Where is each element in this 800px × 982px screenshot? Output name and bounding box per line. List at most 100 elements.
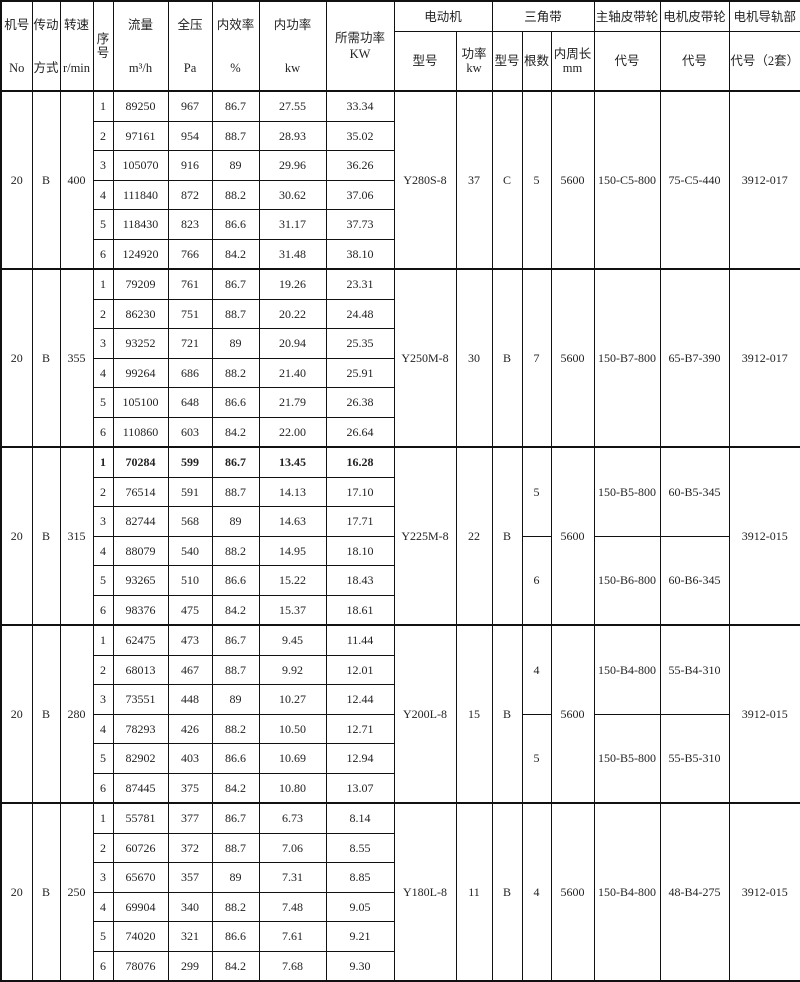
flow-cell: 60726 xyxy=(112,832,169,863)
required-power-cell: 8.55 xyxy=(325,832,395,863)
efficiency-cell: 84.2 xyxy=(211,238,260,270)
motor-pulley-cell: 60-B6-345 xyxy=(659,535,730,626)
required-power-cell: 12.71 xyxy=(325,713,395,744)
internal-power-cell: 15.37 xyxy=(258,594,327,626)
efficiency-cell: 86.6 xyxy=(211,387,260,418)
seq-cell: 3 xyxy=(92,506,114,537)
machine-no-cell: 20 xyxy=(0,90,33,270)
efficiency-cell: 88.7 xyxy=(211,476,260,507)
required-power-cell: 25.35 xyxy=(325,328,395,359)
machine-no-cell: 20 xyxy=(0,268,33,448)
header-label: 转速 xyxy=(63,17,89,32)
required-power-cell: 18.10 xyxy=(325,535,395,566)
efficiency-cell: 88.7 xyxy=(211,298,260,329)
belt-type-cell: B xyxy=(491,802,523,982)
efficiency-cell: 84.2 xyxy=(211,594,260,626)
flow-cell: 99264 xyxy=(112,357,169,388)
pressure-cell: 751 xyxy=(167,298,213,329)
seq-cell: 2 xyxy=(92,832,114,863)
efficiency-cell: 88.7 xyxy=(211,120,260,151)
speed-cell: 400 xyxy=(59,90,94,270)
header-belt-length: 内周长 mm xyxy=(550,31,595,92)
drive-cell: B xyxy=(31,268,61,448)
required-power-cell: 13.07 xyxy=(325,772,395,804)
flow-cell: 76514 xyxy=(112,476,169,507)
internal-power-cell: 20.94 xyxy=(258,328,327,359)
rail-cell: 3912-017 xyxy=(728,268,800,448)
flow-cell: 97161 xyxy=(112,120,169,151)
flow-cell: 74020 xyxy=(112,921,169,952)
header-motor-pulley: 电机皮带轮 xyxy=(659,0,730,32)
required-power-cell: 17.71 xyxy=(325,506,395,537)
seq-cell: 1 xyxy=(92,90,114,122)
table-row: 4 88079 540 88.2 14.95 18.10 6 150-B6-800 60-B6-… xyxy=(1,535,800,626)
seq-cell: 2 xyxy=(92,120,114,151)
efficiency-cell: 88.7 xyxy=(211,832,260,863)
required-power-cell: 35.02 xyxy=(325,120,395,151)
header-label: 机号 xyxy=(4,17,30,32)
header-motor-pulley-code: 代号 xyxy=(659,31,730,92)
required-power-cell: 18.61 xyxy=(325,594,395,626)
flow-cell: 93252 xyxy=(112,328,169,359)
flow-cell: 124920 xyxy=(112,238,169,270)
internal-power-cell: 20.22 xyxy=(258,298,327,329)
efficiency-cell: 86.6 xyxy=(211,743,260,774)
required-power-cell: 8.14 xyxy=(325,802,395,834)
required-power-cell: 37.73 xyxy=(325,209,395,240)
required-power-cell: 9.21 xyxy=(325,921,395,952)
required-power-cell: 18.43 xyxy=(325,565,395,596)
seq-cell: 4 xyxy=(92,357,114,388)
drive-cell: B xyxy=(31,802,61,982)
main-pulley-cell: 150-B5-800 xyxy=(593,446,661,537)
internal-power-cell: 27.55 xyxy=(258,90,327,122)
pressure-cell: 473 xyxy=(167,624,213,656)
motor-power-cell: 22 xyxy=(455,446,493,626)
required-power-cell: 9.30 xyxy=(325,950,395,982)
header-label: 全压 xyxy=(177,17,203,32)
flow-cell: 87445 xyxy=(112,772,169,804)
header-label: kw xyxy=(466,61,482,75)
seq-cell: 2 xyxy=(92,298,114,329)
belt-count-cell: 5 xyxy=(521,446,552,537)
flow-cell: 89250 xyxy=(112,90,169,122)
header-label: 所需功率 xyxy=(334,31,385,45)
speed-cell: 355 xyxy=(59,268,94,448)
flow-cell: 68013 xyxy=(112,654,169,685)
seq-cell: 1 xyxy=(92,446,114,478)
header-label: kw xyxy=(284,60,301,75)
efficiency-cell: 86.7 xyxy=(211,268,260,300)
pressure-cell: 357 xyxy=(167,862,213,893)
table-row: 3 93252 721 89 20.94 25.35 xyxy=(1,328,800,359)
table-row: 20 B 355 1 79209 761 86.7 19.26 23.31 Y250M-8 30 B 7… xyxy=(0,268,800,448)
header-belt-type: 型号 xyxy=(491,31,523,92)
header-main-pulley-code: 代号 xyxy=(593,31,661,92)
pressure-cell: 299 xyxy=(167,950,213,982)
motor-pulley-cell: 75-C5-440 xyxy=(659,90,730,270)
machine-no-cell: 20 xyxy=(0,624,33,804)
table-row: 5 118430 823 86.6 31.17 37.73 xyxy=(1,209,800,240)
flow-cell: 105100 xyxy=(112,387,169,418)
table-row: 3 73551 448 89 10.27 12.44 xyxy=(1,684,800,715)
motor-pulley-cell: 65-B7-390 xyxy=(659,268,730,448)
motor-model-cell: Y180L-8 xyxy=(393,802,457,982)
internal-power-cell: 10.80 xyxy=(258,772,327,804)
required-power-cell: 12.44 xyxy=(325,684,395,715)
rail-cell: 3912-015 xyxy=(728,446,800,626)
flow-cell: 55781 xyxy=(112,802,169,834)
required-power-cell: 11.44 xyxy=(325,624,395,656)
main-pulley-cell: 150-B4-800 xyxy=(593,624,661,715)
internal-power-cell: 21.79 xyxy=(258,387,327,418)
internal-power-cell: 7.31 xyxy=(258,862,327,893)
table-row: 2 60726 372 88.7 7.06 8.55 xyxy=(1,832,800,863)
internal-power-cell: 7.48 xyxy=(258,891,327,922)
belt-count-cell: 7 xyxy=(521,268,552,448)
seq-cell: 5 xyxy=(92,209,114,240)
pressure-cell: 916 xyxy=(167,150,213,181)
flow-cell: 70284 xyxy=(112,446,169,478)
pressure-cell: 375 xyxy=(167,772,213,804)
internal-power-cell: 19.26 xyxy=(258,268,327,300)
flow-cell: 111840 xyxy=(112,179,169,210)
header-label: m³/h xyxy=(128,60,153,75)
header-label: 功率 xyxy=(461,47,487,61)
pressure-cell: 568 xyxy=(167,506,213,537)
